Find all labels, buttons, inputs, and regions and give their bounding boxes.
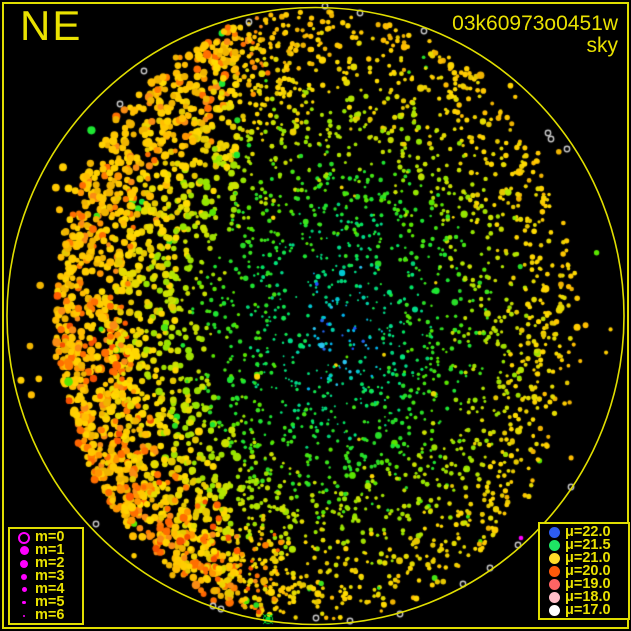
magnitude-legend: m=0 m=1 m=2 m=3 m=4 m=5 m=6 [8, 527, 84, 625]
mu-legend-marker [548, 540, 560, 551]
mu-legend-marker [548, 605, 560, 616]
mu-legend-marker [548, 527, 560, 538]
m-legend-marker [20, 559, 28, 568]
surface-brightness-legend: μ=22.0 μ=21.5 μ=21.0 μ=20.0 μ=19.0 μ=18.… [538, 522, 630, 620]
m-legend-marker [19, 546, 29, 555]
orientation-label: NE [20, 2, 83, 49]
m-legend-label: m=6 [35, 607, 65, 623]
m-legend-marker [22, 600, 26, 605]
m-legend-marker [23, 614, 25, 617]
m-legend-marker [18, 531, 30, 544]
m-legend-marker [21, 587, 27, 592]
plot-type-label: sky [586, 34, 619, 57]
mu-legend-marker [548, 553, 560, 564]
mu-legend-marker [548, 592, 560, 603]
mu-legend-label: μ=17.0 [565, 602, 611, 618]
mu-legend-marker [548, 579, 560, 590]
legend-row: μ=17.0 [543, 602, 625, 618]
mu-legend-marker [548, 566, 560, 577]
legend-row: m=6 [13, 607, 79, 623]
m-legend-marker [21, 573, 27, 580]
exposure-id-label: 03k60973o0451w [452, 12, 618, 35]
